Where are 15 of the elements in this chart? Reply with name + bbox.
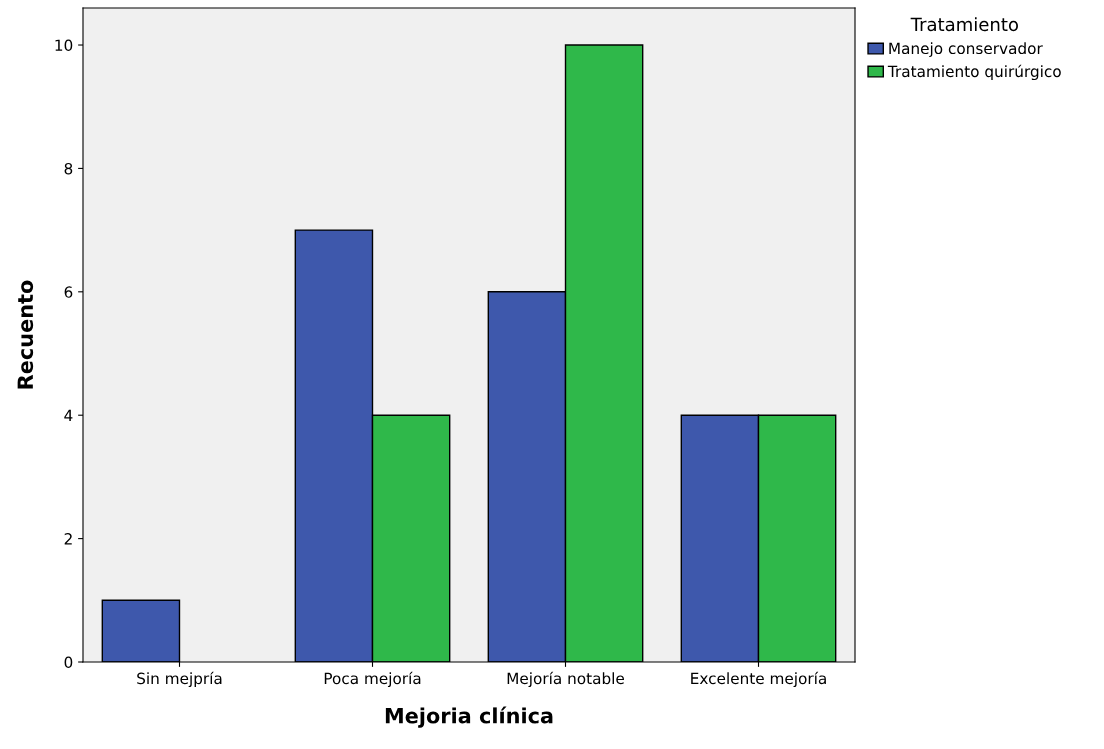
y-tick-label: 0 bbox=[64, 656, 73, 669]
y-axis-title: Recuento bbox=[17, 280, 34, 389]
x-tick-label: Poca mejoría bbox=[324, 671, 421, 688]
y-tick-label: 6 bbox=[64, 286, 73, 298]
legend-label: Manejo conservador bbox=[889, 42, 1043, 58]
x-axis-title: Mejoria clínica bbox=[385, 706, 553, 728]
y-tick-label: 8 bbox=[64, 162, 73, 175]
legend-label: Tratamiento quirúrgico bbox=[887, 64, 1061, 81]
y-tick-label: 4 bbox=[64, 409, 73, 422]
legend-title: Tratamiento bbox=[910, 17, 1018, 32]
y-tick-label: 10 bbox=[55, 39, 73, 52]
x-tick-label: Excelente mejoría bbox=[691, 671, 826, 688]
x-tick-label: Sin mejpría bbox=[137, 671, 222, 688]
y-tick-label: 2 bbox=[64, 533, 72, 545]
x-tick-label: Mejoría notable bbox=[507, 671, 625, 688]
